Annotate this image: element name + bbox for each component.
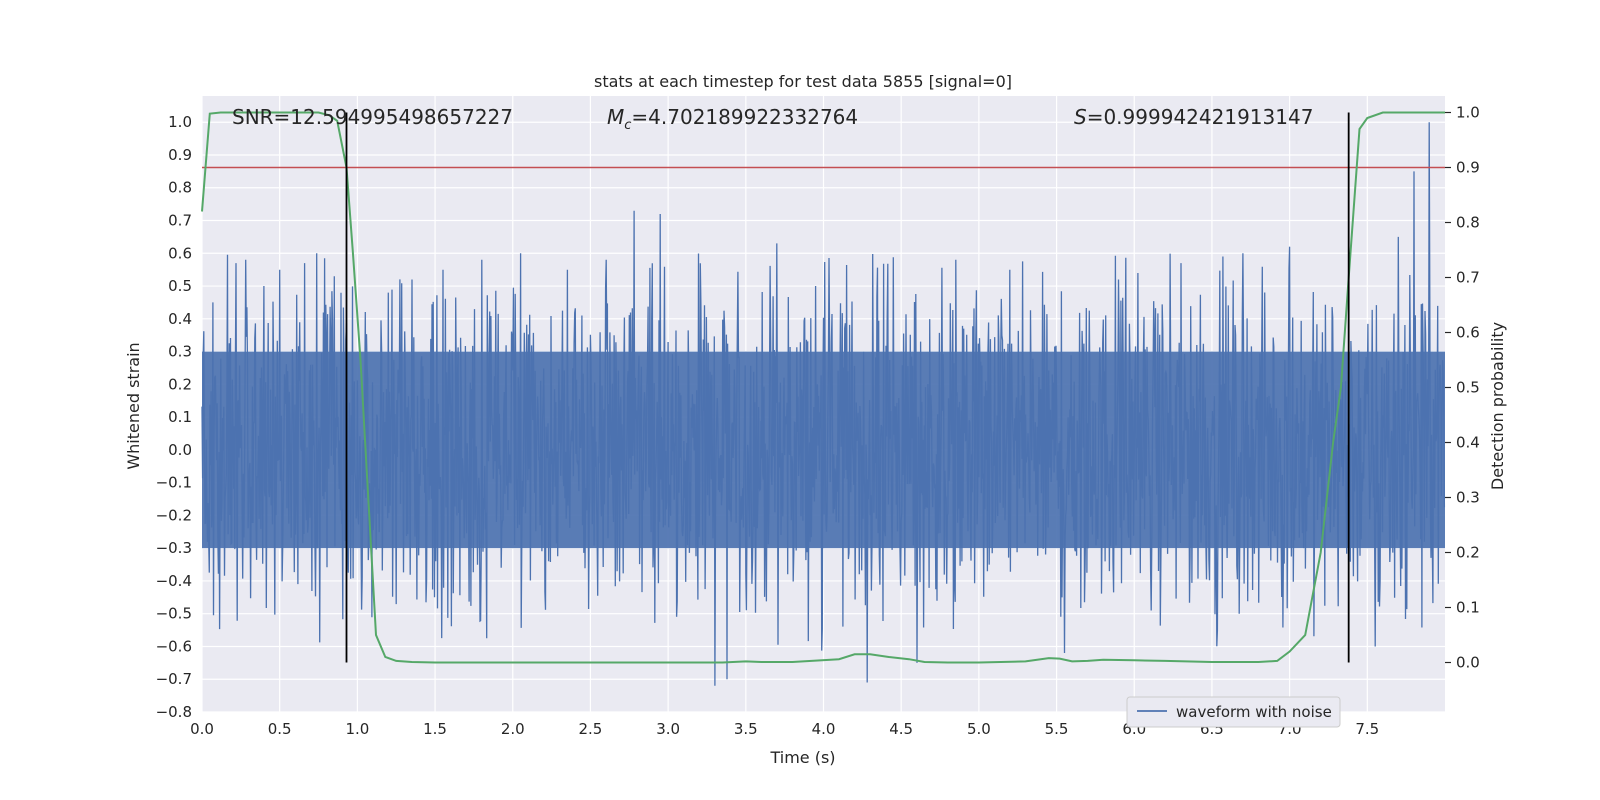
- legend-box: [1126, 696, 1341, 728]
- probability-series-line: [201, 111, 1445, 664]
- y-left-tick-label: 0.1: [168, 408, 192, 426]
- y-left-tick-label: −0.4: [156, 572, 192, 590]
- y-left-tick-label: 1.0: [168, 113, 192, 131]
- x-tick-label: 4.0: [812, 720, 836, 738]
- y-left-tick-label: −0.1: [156, 474, 192, 492]
- y-left-tick-label: 0.5: [168, 277, 192, 295]
- x-tick-label: 7.5: [1355, 720, 1379, 738]
- mc-subscript: c: [624, 118, 631, 133]
- y-left-tick-label: −0.7: [156, 670, 192, 688]
- x-tick-label: 5.0: [967, 720, 991, 738]
- y-left-tick-label: −0.2: [156, 506, 192, 524]
- chart-title: stats at each timestep for test data 585…: [594, 72, 1012, 91]
- snr-annotation: SNR=12.594995498657227: [232, 105, 513, 129]
- s-value: =0.999942421913147: [1087, 105, 1314, 129]
- mc-symbol: M: [607, 105, 624, 129]
- y-right-tick-label: 0.6: [1456, 324, 1480, 342]
- legend: waveform with noise: [1126, 696, 1341, 728]
- y-left-tick-label: 0.6: [168, 244, 192, 262]
- y-right-tick-label: 0.2: [1456, 544, 1480, 562]
- y-left-tick-label: 0.8: [168, 179, 192, 197]
- x-tick-label: 2.5: [579, 720, 603, 738]
- s-symbol: S: [1074, 105, 1087, 129]
- y-right-tick-label: 0.1: [1456, 599, 1480, 617]
- y-right-tick-label: 0.3: [1456, 489, 1480, 507]
- legend-entry-waveform: waveform with noise: [1176, 703, 1332, 721]
- vertical-markers: [345, 112, 1350, 663]
- y-right-tick-label: 0.8: [1456, 214, 1480, 232]
- y-left-axis-ticks: 1.0 0.9 0.8 0.7 0.6 0.5 0.4 0.3 0.2 0.1 0.0 −0.1 −0.…: [156, 113, 192, 721]
- y-left-tick-label: 0.3: [168, 343, 192, 361]
- y-right-tick-label: 0.7: [1456, 269, 1480, 287]
- y-right-axis-ticks: 1.0 0.9 0.8 0.7 0.6 0.5 0.4 0.3 0.2 0.1 0.0: [1445, 104, 1480, 672]
- y-left-tick-label: −0.5: [156, 605, 192, 623]
- x-tick-label: 5.5: [1045, 720, 1069, 738]
- y-right-tick-label: 0.4: [1456, 434, 1480, 452]
- y-left-tick-label: 0.7: [168, 212, 192, 230]
- x-tick-label: 1.0: [345, 720, 369, 738]
- mc-annotation: Mc=4.702189922332764: [607, 105, 858, 133]
- x-tick-label: 2.0: [501, 720, 525, 738]
- y-left-axis-label: Whitened strain: [124, 342, 143, 469]
- x-tick-label: 0.5: [268, 720, 292, 738]
- y-left-tick-label: 0.9: [168, 146, 192, 164]
- x-tick-label: 4.5: [889, 720, 913, 738]
- x-axis-label: Time (s): [769, 748, 835, 767]
- y-left-tick-label: 0.4: [168, 310, 192, 328]
- y-right-axis-label: Detection probability: [1488, 322, 1507, 490]
- waveform-dense-band: [202, 351, 1445, 549]
- mc-value: =4.702189922332764: [631, 105, 858, 129]
- x-tick-label: 0.0: [190, 720, 214, 738]
- y-right-tick-label: 0.0: [1456, 654, 1480, 672]
- waveform-series: [201, 122, 1446, 686]
- y-left-tick-label: −0.6: [156, 637, 192, 655]
- y-left-tick-label: −0.8: [156, 703, 192, 721]
- x-tick-label: 1.5: [423, 720, 447, 738]
- y-right-tick-label: 0.9: [1456, 159, 1480, 177]
- s-annotation: S=0.999942421913147: [1074, 105, 1313, 129]
- x-tick-label: 3.5: [734, 720, 758, 738]
- y-right-tick-label: 1.0: [1456, 104, 1480, 122]
- x-tick-label: 3.0: [656, 720, 680, 738]
- y-left-tick-label: 0.0: [168, 441, 192, 459]
- y-left-tick-label: −0.3: [156, 539, 192, 557]
- y-right-tick-label: 0.5: [1456, 379, 1480, 397]
- y-left-tick-label: 0.2: [168, 375, 192, 393]
